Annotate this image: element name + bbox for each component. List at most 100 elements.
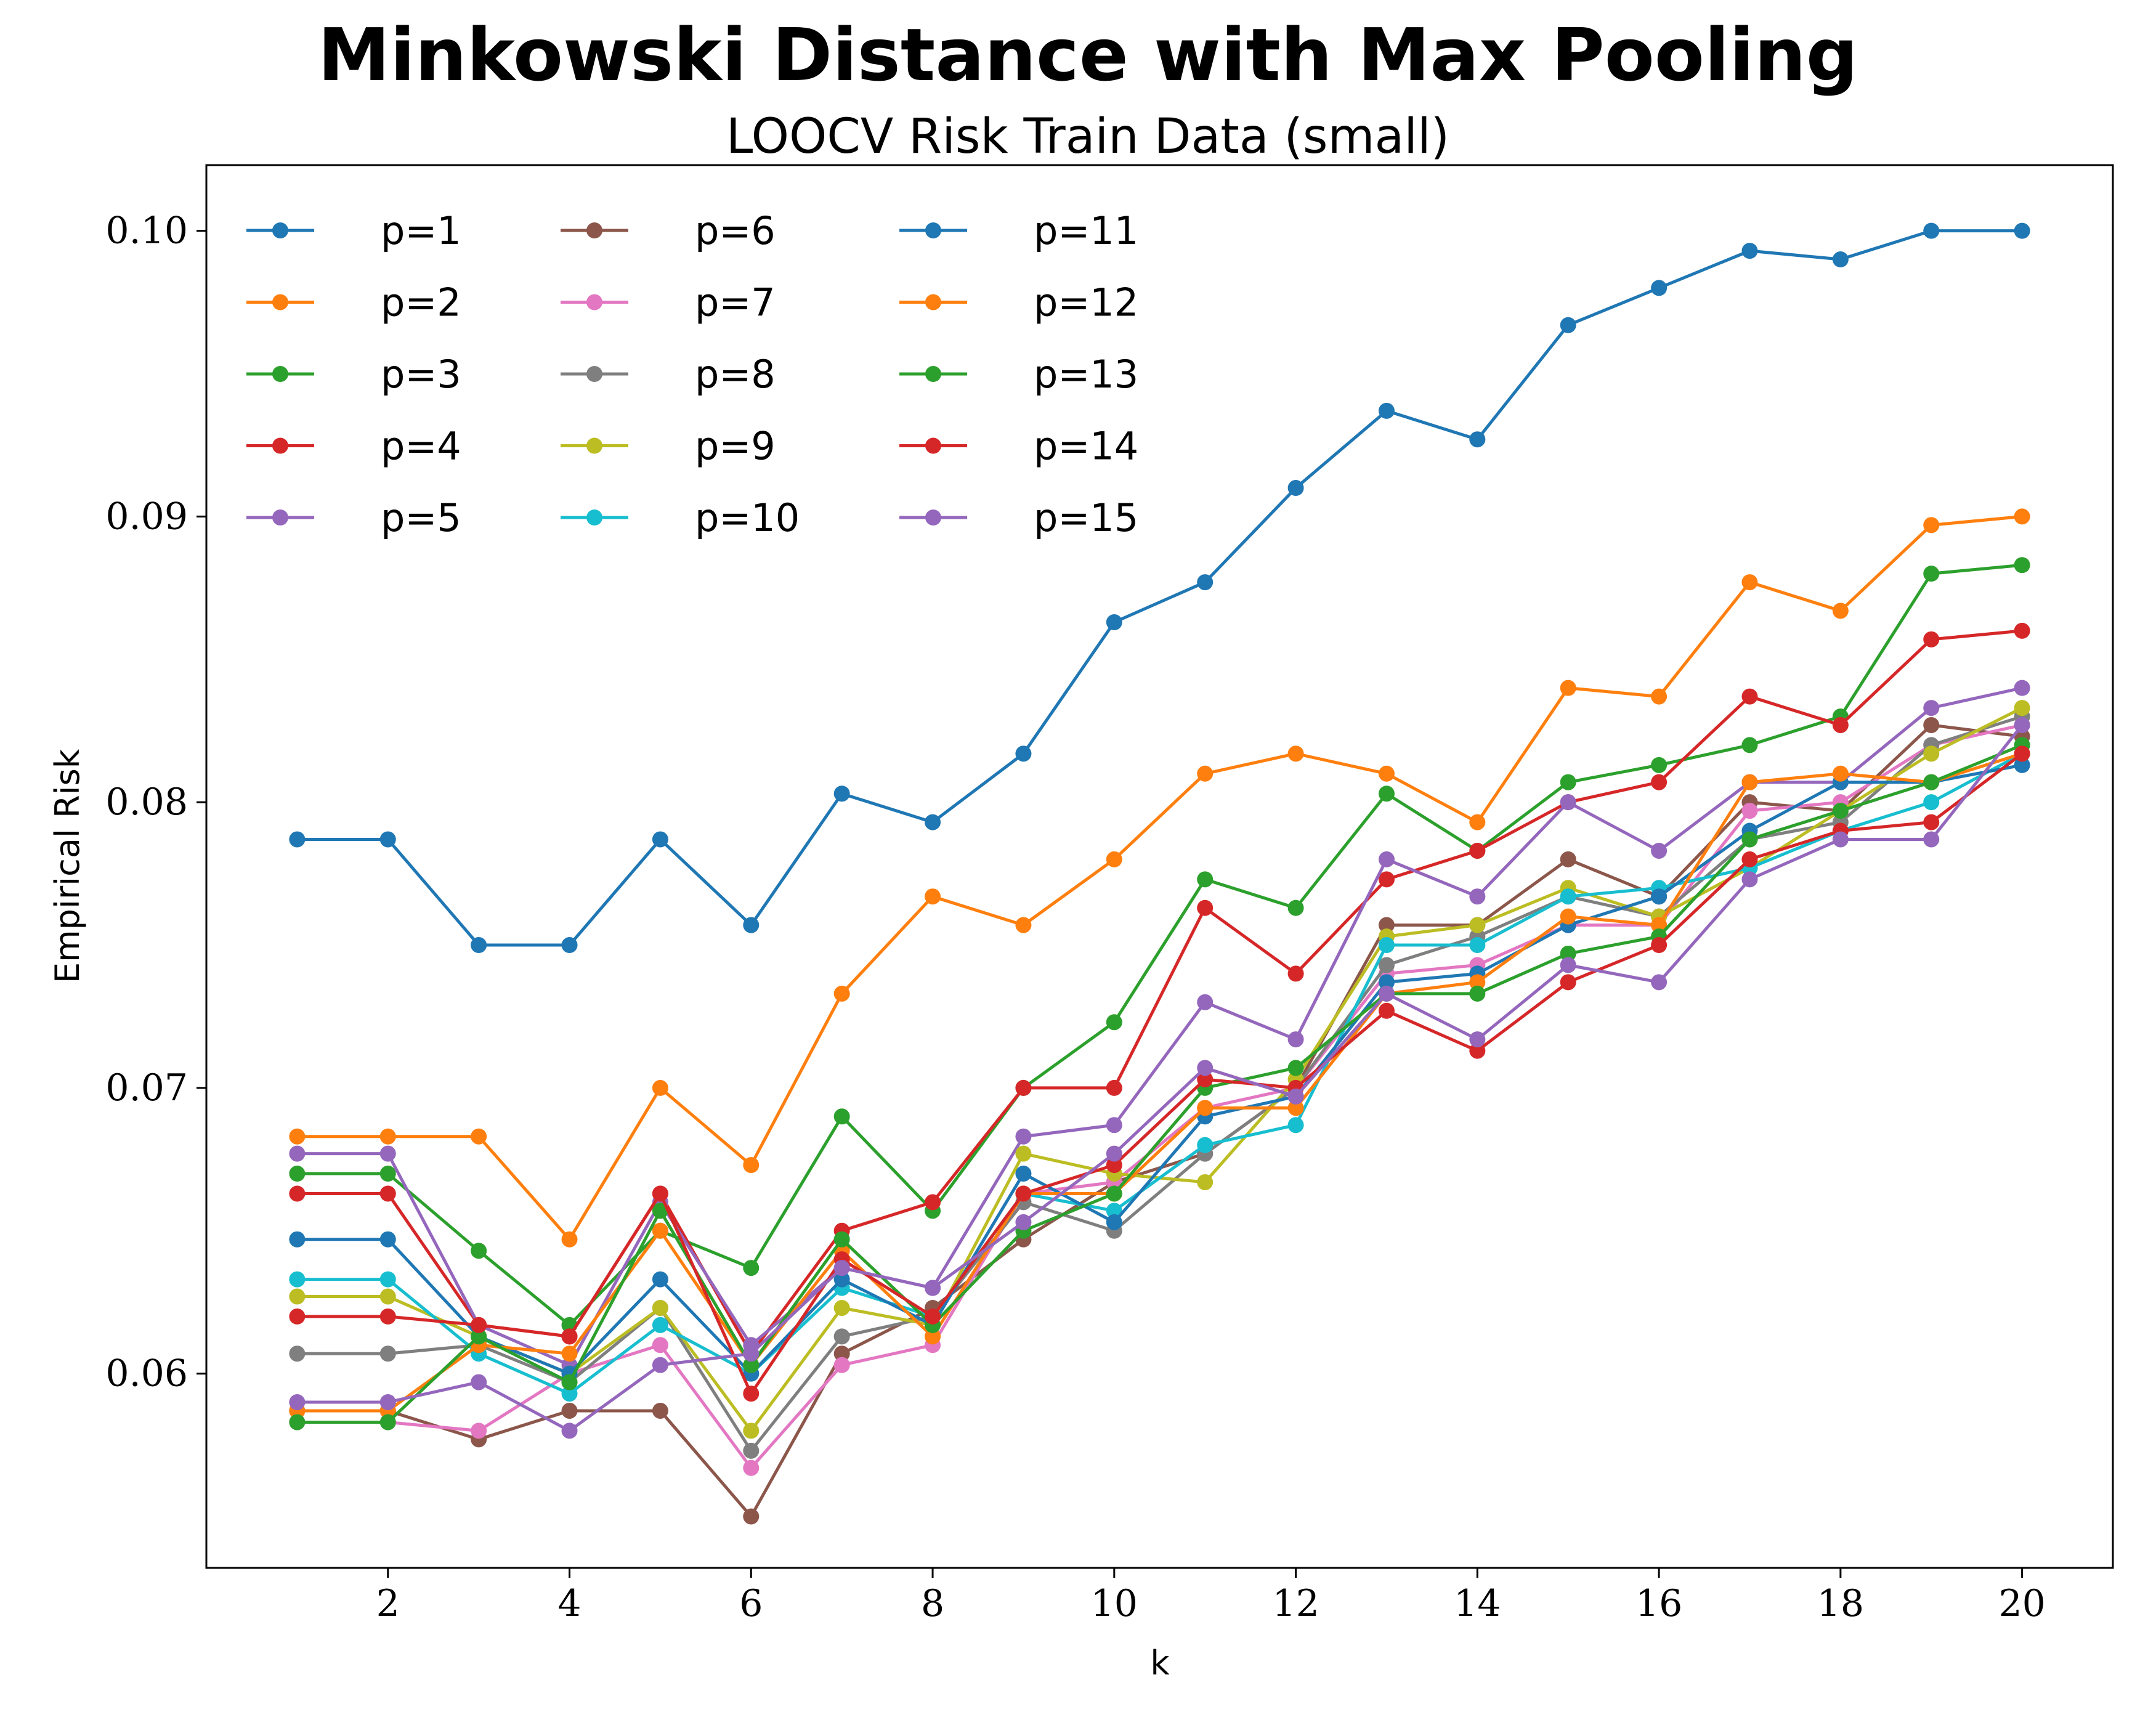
data-point bbox=[1651, 974, 1668, 991]
data-point bbox=[2014, 700, 2030, 716]
data-point bbox=[1832, 716, 1849, 733]
data-point bbox=[1015, 1145, 1032, 1162]
series-line bbox=[297, 744, 2023, 1424]
legend-label: p=1 bbox=[381, 208, 461, 253]
data-point bbox=[289, 1185, 306, 1202]
data-point bbox=[1560, 945, 1576, 962]
data-point bbox=[471, 1328, 487, 1345]
legend-entry: p=12 bbox=[899, 280, 1138, 325]
data-point bbox=[2014, 222, 2030, 239]
x-tick-label: 14 bbox=[1454, 1582, 1501, 1625]
data-point bbox=[379, 1288, 396, 1305]
legend-label: p=5 bbox=[381, 495, 461, 540]
data-point bbox=[1106, 1185, 1122, 1202]
data-point bbox=[743, 1260, 760, 1276]
legend-marker bbox=[272, 294, 288, 310]
data-point bbox=[2014, 557, 2030, 574]
data-point bbox=[561, 1374, 578, 1390]
data-point bbox=[379, 1414, 396, 1431]
data-point bbox=[833, 1231, 850, 1248]
data-point bbox=[1197, 899, 1214, 916]
data-point bbox=[471, 1243, 487, 1259]
data-point bbox=[1651, 774, 1668, 790]
legend-label: p=3 bbox=[381, 352, 461, 397]
data-point bbox=[2014, 680, 2030, 696]
data-point bbox=[1741, 574, 1758, 591]
data-point bbox=[1923, 831, 1940, 848]
data-point bbox=[1378, 765, 1395, 782]
data-point bbox=[1197, 994, 1214, 1010]
data-point bbox=[1923, 774, 1940, 790]
data-point bbox=[1741, 851, 1758, 867]
data-point bbox=[1560, 888, 1576, 905]
data-point bbox=[1832, 803, 1849, 819]
data-point bbox=[1287, 965, 1304, 982]
data-point bbox=[1651, 888, 1668, 905]
data-point bbox=[1015, 1166, 1032, 1182]
data-point bbox=[1015, 745, 1032, 762]
data-point bbox=[1923, 745, 1940, 762]
legend-entry: p=5 bbox=[246, 495, 461, 540]
data-point bbox=[743, 1386, 760, 1402]
data-point bbox=[1560, 794, 1576, 811]
data-point bbox=[833, 785, 850, 802]
legend-entry: p=4 bbox=[246, 424, 461, 469]
legend-marker bbox=[925, 222, 941, 238]
data-point bbox=[1741, 774, 1758, 790]
legend-entry: p=2 bbox=[246, 280, 461, 325]
data-point bbox=[1287, 1117, 1304, 1134]
data-point bbox=[1832, 765, 1849, 782]
data-point bbox=[561, 937, 578, 954]
data-point bbox=[1106, 1079, 1122, 1096]
chart-title: Minkowski Distance with Max Pooling bbox=[318, 12, 1858, 97]
data-point bbox=[1832, 831, 1849, 848]
data-point bbox=[833, 1299, 850, 1316]
data-point bbox=[833, 1108, 850, 1125]
plot-area: 2 4 6 8 10 12 14 16 18 20 0.06 0.07 0.08 0.09 0.10 p=1… bbox=[105, 164, 2114, 1625]
data-point bbox=[1378, 917, 1395, 933]
data-point bbox=[925, 1308, 941, 1325]
data-point bbox=[833, 985, 850, 1002]
data-point bbox=[1651, 937, 1668, 954]
data-point bbox=[1015, 1185, 1032, 1202]
data-point bbox=[1015, 1079, 1032, 1096]
data-point bbox=[379, 1145, 396, 1162]
y-tick-label: 0.07 bbox=[105, 1066, 188, 1110]
series-line bbox=[297, 752, 2023, 1413]
data-point bbox=[1651, 280, 1668, 296]
data-point bbox=[1287, 1100, 1304, 1116]
series-line bbox=[297, 752, 2023, 1395]
data-point bbox=[1469, 431, 1486, 448]
legend-entry: p=6 bbox=[561, 208, 776, 253]
data-point bbox=[833, 1346, 850, 1362]
data-point bbox=[1923, 566, 1940, 582]
data-point bbox=[1378, 957, 1395, 973]
legend-entry: p=1 bbox=[246, 208, 461, 253]
series-line bbox=[297, 763, 2023, 1376]
legend-marker bbox=[925, 437, 941, 454]
data-point bbox=[1469, 937, 1486, 954]
data-point bbox=[1378, 785, 1395, 802]
x-tick-label: 20 bbox=[1998, 1582, 2045, 1625]
legend-marker bbox=[272, 509, 288, 526]
data-point bbox=[561, 1346, 578, 1362]
data-point bbox=[289, 1145, 306, 1162]
data-point bbox=[925, 1280, 941, 1296]
y-tick-label: 0.10 bbox=[105, 209, 188, 253]
data-point bbox=[1106, 1145, 1122, 1162]
legend: p=1 p=2 p=3 p=4 p=5 p=6 p=7 p=8 p=9 p=10 p=11 p=12 p… bbox=[246, 208, 1138, 540]
legend-label: p=11 bbox=[1034, 208, 1138, 253]
data-point bbox=[289, 831, 306, 848]
data-point bbox=[1469, 888, 1486, 905]
data-point bbox=[2014, 622, 2030, 639]
data-point bbox=[1741, 831, 1758, 848]
data-point bbox=[743, 1157, 760, 1174]
data-point bbox=[471, 1374, 487, 1390]
data-point bbox=[1832, 603, 1849, 619]
legend-entry: p=7 bbox=[561, 280, 776, 325]
data-point bbox=[1469, 1042, 1486, 1059]
data-point bbox=[1106, 1117, 1122, 1134]
data-point bbox=[652, 1185, 668, 1202]
data-point bbox=[1923, 631, 1940, 647]
